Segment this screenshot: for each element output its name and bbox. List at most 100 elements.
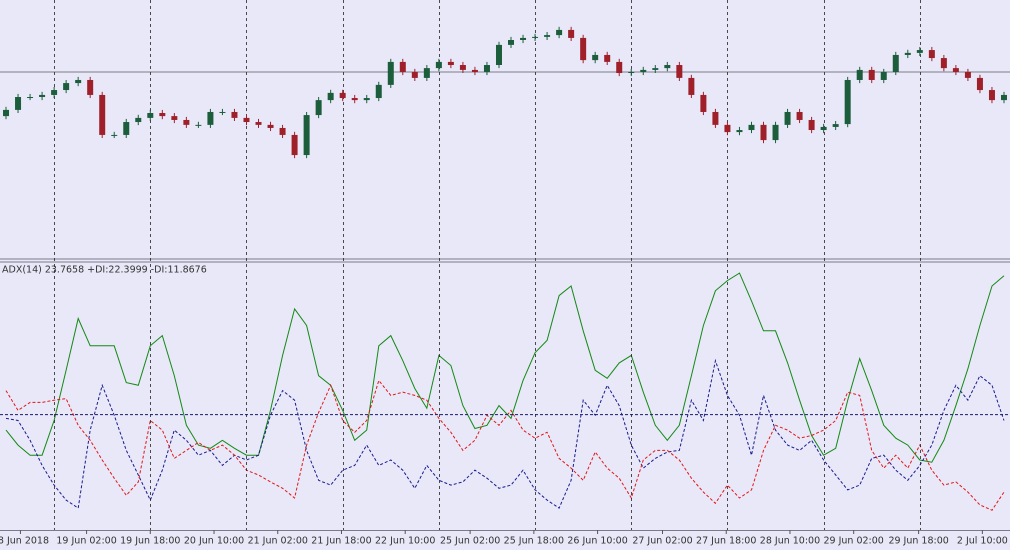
- candle-body: [207, 111, 214, 125]
- x-tick-label: 27 Jun 18:00: [696, 536, 756, 547]
- x-tick-label: 25 Jun 18:00: [504, 536, 564, 547]
- candle-body: [3, 109, 10, 117]
- candle-body: [375, 84, 382, 99]
- candle-body: [820, 126, 827, 131]
- candle-body: [387, 61, 394, 85]
- candle-body: [231, 111, 238, 118]
- candle-body: [87, 79, 94, 95]
- candle-body: [664, 65, 671, 69]
- indicator-label: ADX(14) 23.7658 +DI:22.3999 -DI:11.8676: [2, 265, 207, 276]
- x-tick-label: 29 Jun 02:00: [824, 536, 884, 547]
- x-tick-label: 28 Jun 10:00: [760, 536, 820, 547]
- candle-body: [952, 68, 959, 72]
- x-tick-label: 21 Jun 18:00: [311, 536, 371, 547]
- candle-body: [63, 83, 70, 91]
- candle-body: [988, 90, 995, 101]
- candle-body: [243, 117, 250, 123]
- candle-body: [327, 92, 334, 101]
- candle-body: [267, 124, 274, 128]
- candle-body: [712, 111, 719, 125]
- candle-body: [568, 29, 575, 38]
- candle-body: [796, 111, 803, 120]
- candle-body: [976, 77, 983, 91]
- candle-body: [628, 71, 635, 74]
- candle-body: [315, 100, 322, 116]
- candle-body: [520, 37, 527, 40]
- candle-body: [195, 124, 202, 126]
- candle-body: [51, 90, 58, 95]
- indicator-line: [5, 272, 1005, 463]
- candle-body: [676, 65, 683, 78]
- candle-body: [844, 79, 851, 125]
- candle-body: [399, 61, 406, 72]
- candle-body: [303, 115, 310, 156]
- candle-body: [39, 94, 46, 98]
- candle-body: [688, 77, 695, 95]
- x-tick-label: 22 Jun 10:00: [375, 536, 435, 547]
- candle-body: [459, 65, 466, 70]
- candle-body: [556, 29, 563, 36]
- x-tick-label: 27 Jun 02:00: [632, 536, 692, 547]
- candle-body: [111, 134, 118, 136]
- candle-body: [339, 92, 346, 99]
- candle-body: [159, 113, 166, 117]
- indicator-line: [5, 358, 1005, 509]
- x-tick-label: 29 Jun 18:00: [888, 536, 948, 547]
- candle-body: [447, 61, 454, 66]
- indicator-line: [5, 379, 1005, 511]
- candle-body: [219, 111, 226, 113]
- candle-body: [147, 113, 154, 118]
- candle-body: [279, 127, 286, 135]
- candle-body: [135, 117, 142, 123]
- candle-body: [928, 50, 935, 59]
- candle-body: [916, 50, 923, 53]
- candle-body: [27, 97, 34, 99]
- candle-body: [808, 119, 815, 131]
- candle-body: [748, 124, 755, 131]
- x-tick-label: 2 Jul 10:00: [957, 536, 1008, 547]
- candle-body: [171, 116, 178, 120]
- candle-body: [724, 124, 731, 133]
- candle-body: [255, 122, 262, 125]
- candle-body: [123, 122, 130, 135]
- candle-body: [964, 71, 971, 78]
- candle-body: [291, 134, 298, 156]
- candle-body: [904, 52, 911, 55]
- candle-body: [832, 124, 839, 127]
- candle-body: [183, 119, 190, 125]
- x-tick-label: 20 Jun 10:00: [184, 536, 244, 547]
- candle-body: [508, 39, 515, 45]
- candle-body: [856, 69, 863, 80]
- candle-body: [772, 124, 779, 141]
- candle-body: [940, 58, 947, 69]
- candle-body: [544, 35, 551, 37]
- candle-body: [592, 54, 599, 61]
- candle-body: [1000, 94, 1007, 101]
- candle-body: [880, 71, 887, 80]
- x-tick-label: 26 Jun 10:00: [567, 536, 627, 547]
- x-tick-label: 25 Jun 02:00: [440, 536, 500, 547]
- candle-body: [616, 61, 623, 74]
- candle-body: [784, 111, 791, 125]
- candle-body: [580, 37, 587, 61]
- x-tick-label: 19 Jun 18:00: [120, 536, 180, 547]
- candle-body: [411, 71, 418, 78]
- candle-body: [363, 98, 370, 101]
- candle-body: [99, 94, 106, 135]
- x-tick-label: 18 Jun 2018: [0, 536, 49, 547]
- candle-body: [15, 97, 22, 110]
- candle-body: [760, 124, 767, 141]
- candle-body: [604, 54, 611, 62]
- candle-body: [351, 98, 358, 101]
- candle-body: [495, 44, 502, 66]
- candle-body: [483, 65, 490, 72]
- candle-body: [700, 94, 707, 112]
- x-tick-label: 21 Jun 02:00: [248, 536, 308, 547]
- candle-body: [892, 54, 899, 72]
- candle-body: [471, 69, 478, 72]
- x-tick-label: 19 Jun 02:00: [56, 536, 116, 547]
- candle-body: [868, 69, 875, 80]
